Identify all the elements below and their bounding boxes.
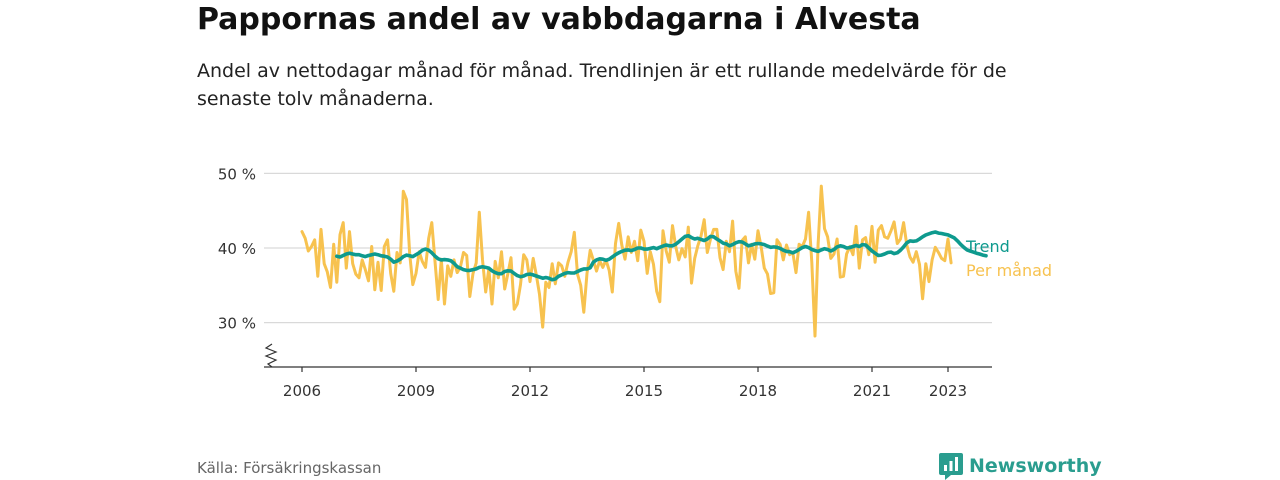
trend-series-line <box>334 230 988 282</box>
x-tick-label: 2018 <box>739 382 777 400</box>
x-tick-label: 2023 <box>929 382 967 400</box>
chart-title: Pappornas andel av vabbdagarna i Alvesta <box>197 2 921 37</box>
legend-label-monthly: Per månad <box>966 261 1052 280</box>
monthly-series-line <box>300 184 953 338</box>
x-tick-label: 2009 <box>397 382 435 400</box>
axis-break-icon <box>264 343 278 368</box>
legend-label-trend: Trend <box>965 237 1010 256</box>
bar-chart-speech-bubble-icon <box>939 453 963 480</box>
x-tick-label: 2006 <box>283 382 321 400</box>
brand-logo[interactable]: Newsworthy <box>939 452 1102 480</box>
x-tick-label: 2015 <box>625 382 663 400</box>
y-tick-label: 30 % <box>218 315 256 333</box>
chart-subtitle: Andel av nettodagar månad för månad. Tre… <box>197 60 1007 110</box>
y-tick-label: 40 % <box>218 240 256 258</box>
brand-name: Newsworthy <box>969 455 1102 477</box>
source-note: Källa: Försäkringskassan <box>197 459 382 477</box>
x-tick-label: 2012 <box>511 382 549 400</box>
x-tick-label: 2021 <box>853 382 891 400</box>
y-tick-label: 50 % <box>218 165 256 183</box>
